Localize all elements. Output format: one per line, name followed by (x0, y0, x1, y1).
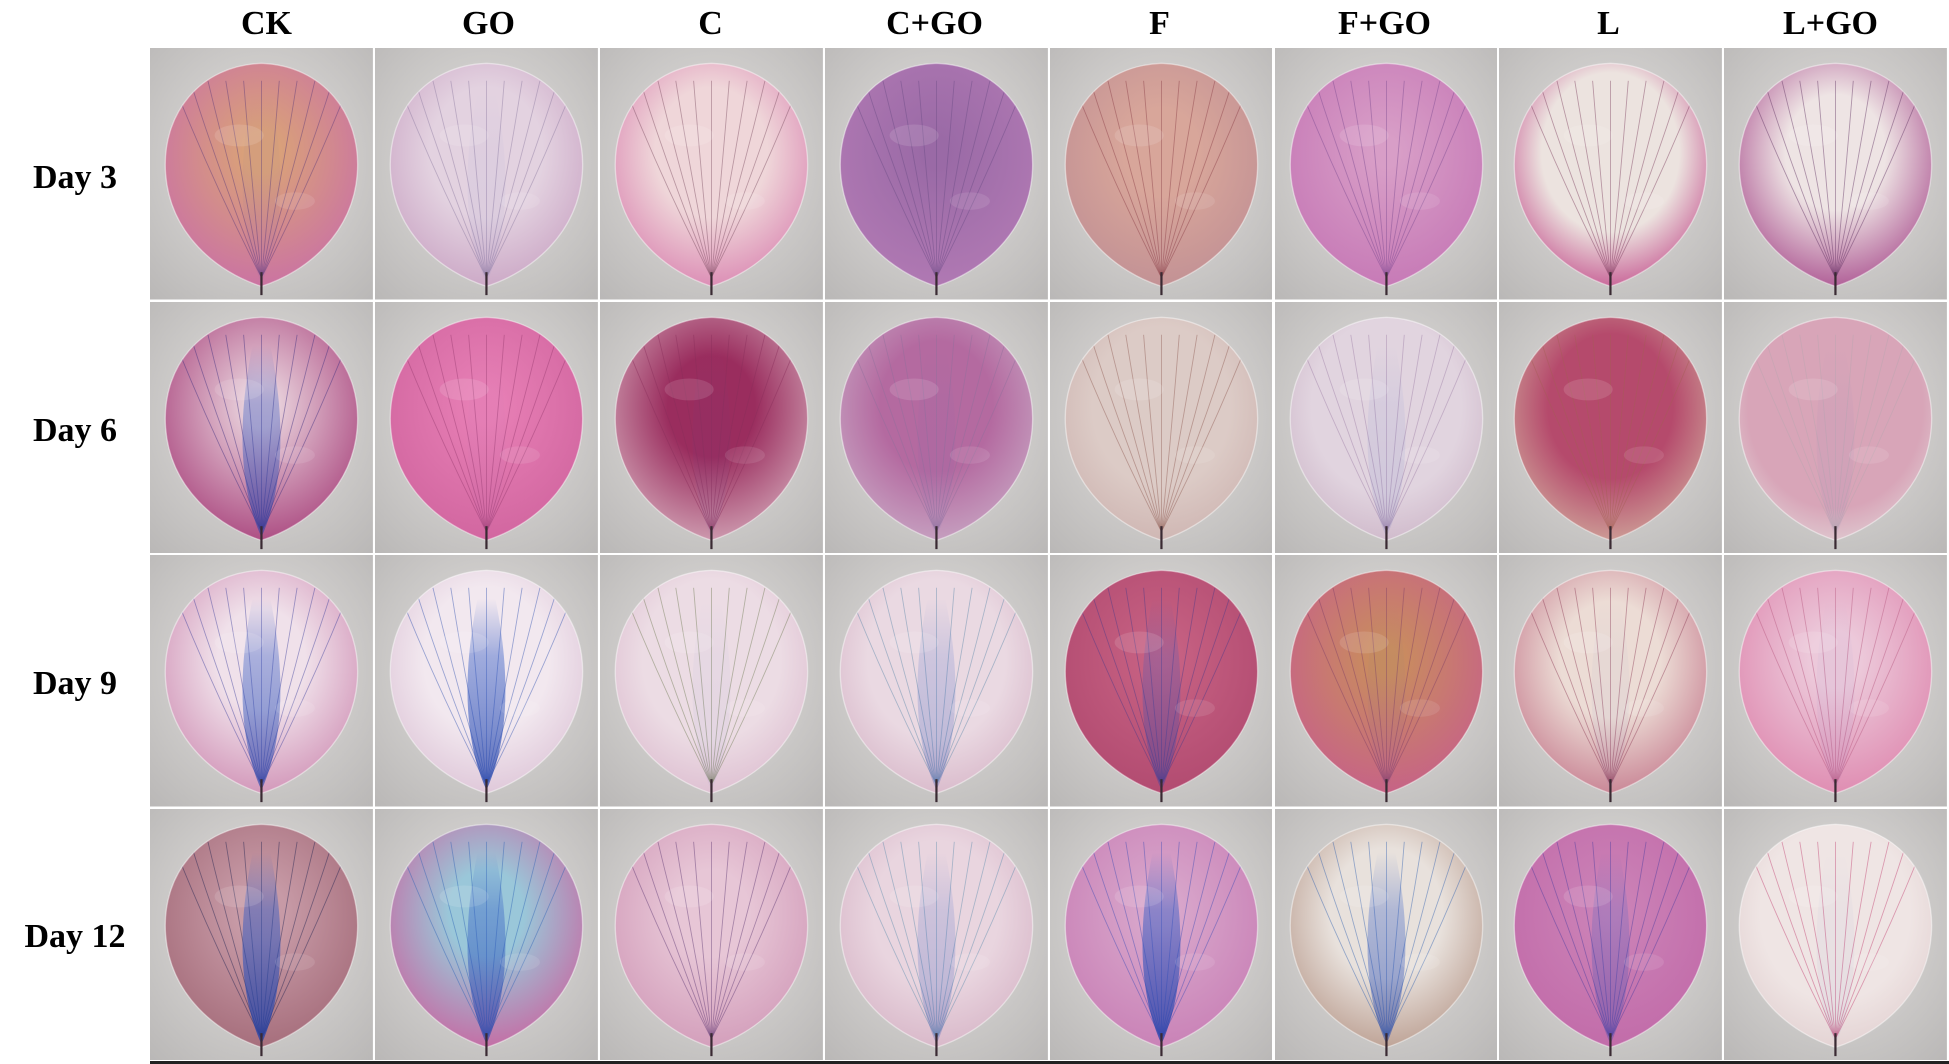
column-header-c: C (698, 5, 723, 42)
petal-photo-day6-c-go (824, 301, 1048, 553)
column-header-f: F (1149, 5, 1170, 42)
petal-photo-day12-f (1049, 808, 1273, 1060)
petal-photo-day6-l-go (1724, 301, 1948, 553)
column-header-f-go: F+GO (1337, 5, 1432, 42)
row-label-day-6: Day 6 (32, 412, 118, 449)
petal-photo-day6-f (1049, 301, 1273, 553)
column-header-go: GO (462, 5, 515, 42)
petal-photo-day3-f (1049, 48, 1273, 300)
petal-photo-day12-l-go (1724, 808, 1948, 1060)
petal-photo-day3-ck (150, 48, 373, 300)
petal-photo-day6-f-go (1274, 301, 1498, 553)
petal-photo-day9-f-go (1274, 555, 1498, 807)
petal-photo-day12-ck (150, 808, 373, 1060)
column-header-ck: CK (241, 5, 292, 42)
petal-photo-grid (150, 48, 1949, 1062)
petal-photo-day9-go (374, 555, 598, 807)
petal-photo-day3-c (599, 48, 823, 300)
petal-photo-day12-c (599, 808, 823, 1060)
petal-photo-day3-l (1499, 48, 1723, 300)
row-label-day-3: Day 3 (32, 159, 118, 196)
petal-photo-day3-go (374, 48, 598, 300)
row-label-day-12: Day 12 (24, 918, 126, 955)
bottom-border (150, 1061, 1949, 1064)
petal-photo-day6-ck (150, 301, 373, 553)
petal-photo-day9-c (599, 555, 823, 807)
petal-photo-day9-ck (150, 555, 373, 807)
petal-photo-day9-l-go (1724, 555, 1948, 807)
petal-photo-day9-c-go (824, 555, 1048, 807)
petal-photo-day12-f-go (1274, 808, 1498, 1060)
column-header-l: L (1597, 5, 1620, 42)
column-header-l-go: L+GO (1783, 5, 1878, 42)
petal-photo-day9-f (1049, 555, 1273, 807)
petal-photo-day12-c-go (824, 808, 1048, 1060)
petal-photo-day3-l-go (1724, 48, 1948, 300)
petal-photo-day3-c-go (824, 48, 1048, 300)
petal-photo-day12-go (374, 808, 598, 1060)
petal-photo-day6-c (599, 301, 823, 553)
petal-photo-day9-l (1499, 555, 1723, 807)
petal-photo-day6-go (374, 301, 598, 553)
petal-photo-day6-l (1499, 301, 1723, 553)
row-label-day-9: Day 9 (32, 665, 118, 702)
petal-photo-day3-f-go (1274, 48, 1498, 300)
petal-photo-day12-l (1499, 808, 1723, 1060)
column-header-c-go: C+GO (886, 5, 983, 42)
